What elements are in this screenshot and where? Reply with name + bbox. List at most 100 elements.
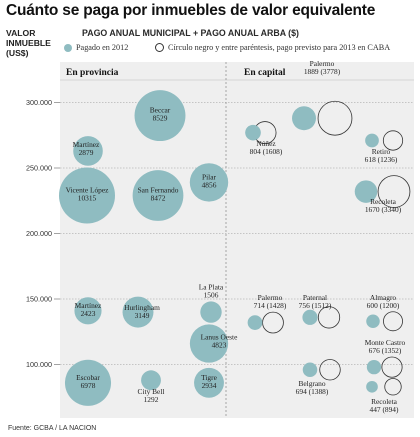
- y-axis-heading-line: INMUEBLE: [6, 38, 51, 48]
- bubble-label-name: Pilar: [202, 172, 216, 181]
- bubble-label-value: 676 (1352): [369, 346, 402, 355]
- bubble-label-value: 4856: [202, 180, 217, 189]
- bubble-paid: [64, 359, 112, 406]
- bubble-projected: [377, 175, 411, 208]
- bubble-label-name: Martínez: [73, 140, 100, 149]
- bubble-label-value: 8529: [153, 114, 168, 123]
- bubble-label-value: 8472: [151, 194, 166, 203]
- bubble-label-value: 1292: [144, 395, 159, 404]
- chart-title: Cuánto se paga por inmuebles de valor eq…: [6, 2, 376, 19]
- projected-value: (1608): [261, 147, 283, 156]
- projected-value: (3778): [319, 67, 341, 76]
- paid-value: 714: [254, 301, 265, 310]
- bubble-paid: [132, 170, 184, 221]
- y-tick-label: 200.000: [26, 229, 52, 238]
- bubble-paid: [365, 133, 379, 148]
- paid-value: 694: [296, 387, 307, 396]
- bubble-projected: [317, 100, 353, 136]
- y-tick-label: 150.000: [26, 295, 52, 304]
- bubble-paid: [189, 163, 229, 202]
- bubble-label-value: 6978: [81, 381, 96, 390]
- bubble-label-name: Lanus Oeste: [201, 333, 238, 342]
- bubble-label-name: Palermo: [258, 293, 283, 302]
- projected-value: (3340): [380, 205, 402, 214]
- bubble-label-name: Hurlingham: [124, 303, 160, 312]
- bubble-projected: [384, 378, 402, 396]
- bubble-label-name: Recoleta: [370, 197, 397, 206]
- bubble-projected: [262, 311, 284, 334]
- bubble-label-value: 10315: [78, 194, 97, 203]
- bubble-label-value: 714 (1428): [254, 301, 287, 310]
- bubble-label-name: City Bell: [138, 387, 165, 396]
- bubble-label-value: 447 (894): [370, 405, 399, 414]
- bubble-label-name: Almagro: [370, 293, 397, 302]
- bubble-label-name: Palermo: [310, 59, 335, 68]
- bubble-label-name: Núñez: [256, 139, 276, 148]
- bubble-label-value: 2879: [79, 148, 94, 157]
- bubble-projected: [382, 130, 404, 151]
- bubble-projected: [381, 356, 403, 378]
- y-axis-heading: VALOR INMUEBLE (US$): [6, 28, 64, 58]
- bubble-paid: [366, 380, 378, 393]
- bubble-paid: [122, 296, 154, 328]
- paid-value: 1670: [365, 205, 380, 214]
- y-tick-label: 100.000: [26, 360, 52, 369]
- paid-value: 600: [367, 301, 378, 310]
- projected-value: (1200): [378, 301, 400, 310]
- bubble-label-value: 804 (1608): [250, 147, 283, 156]
- bubble-paid: [302, 362, 318, 378]
- projected-value: (894): [381, 405, 399, 414]
- paid-value: 804: [250, 147, 261, 156]
- bubble-projected: [317, 306, 341, 329]
- paid-value: 756: [299, 301, 310, 310]
- bubble-label-name: Beccar: [150, 106, 171, 115]
- bubble-paid: [366, 359, 382, 375]
- bubble-label-value: 756 (1512): [299, 301, 332, 310]
- legend-title: PAGO ANUAL MUNICIPAL + PAGO ANUAL ARBA (…: [82, 28, 299, 38]
- bubble-label-name: Monte Castro: [365, 338, 406, 347]
- bubble-paid: [141, 370, 161, 391]
- bubble-projected: [383, 311, 403, 332]
- bubble-label-name: Paternal: [303, 293, 327, 302]
- paid-value: 1889: [304, 67, 319, 76]
- bubble-label-value: 600 (1200): [367, 301, 400, 310]
- bubble-label-value: 4823: [212, 341, 227, 350]
- bubble-paid: [194, 367, 224, 398]
- legend-label-projected: Círculo negro y entre paréntesis, pago p…: [168, 43, 391, 52]
- bubble-paid: [245, 124, 261, 141]
- bubble-paid: [189, 324, 229, 363]
- bubble-label-name: Tigre: [201, 373, 217, 382]
- bubble-label-value: 3149: [135, 311, 150, 320]
- bubble-label-value: 1670 (3340): [365, 205, 402, 214]
- bubble-label-value: 2934: [202, 381, 217, 390]
- projected-value: (1512): [310, 301, 332, 310]
- bubble-label-name: Vicente López: [66, 186, 110, 195]
- bubble-label-value: 1506: [204, 290, 219, 299]
- bubble-label-name: Escobar: [76, 373, 100, 382]
- bubble-label-value: 618 (1236): [365, 155, 398, 164]
- filled-circle-icon: [64, 43, 72, 52]
- paid-value: 676: [369, 346, 380, 355]
- projected-value: (1236): [376, 155, 398, 164]
- projected-value: (1388): [307, 387, 329, 396]
- y-tick-label: 300.000: [26, 98, 52, 107]
- panel-title-capital: En capital: [244, 68, 286, 78]
- projected-value: (1352): [380, 346, 402, 355]
- bubble-paid: [247, 315, 263, 330]
- paid-value: 618: [365, 155, 376, 164]
- bubble-label-value: 1889 (3778): [304, 67, 341, 76]
- paid-value: 447: [370, 405, 381, 414]
- bubble-paid: [74, 297, 102, 325]
- bubble-label-name: Retiro: [372, 147, 391, 156]
- bubble-paid: [354, 180, 378, 203]
- bubble-label-name: Belgrano: [298, 379, 325, 388]
- legend: Pagado en 2012 Círculo negro y entre par…: [64, 43, 414, 55]
- projected-value: (1428): [265, 301, 287, 310]
- bubble-paid: [73, 136, 103, 166]
- source-note: Fuente: GCBA / LA NACION: [8, 425, 97, 432]
- bubble-label-name: La Plata: [199, 282, 224, 291]
- legend-label-paid: Pagado en 2012: [76, 43, 129, 52]
- y-tick-label: 250.000: [26, 164, 52, 173]
